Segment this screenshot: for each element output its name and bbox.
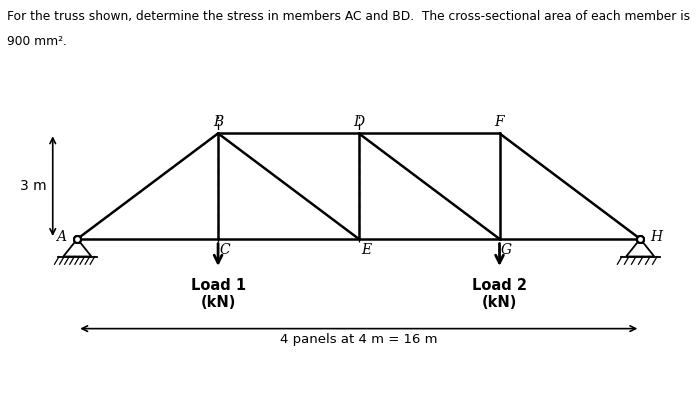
Text: G: G xyxy=(501,243,512,257)
Text: B: B xyxy=(213,115,223,129)
Text: D: D xyxy=(354,115,365,129)
Text: 4 panels at 4 m = 16 m: 4 panels at 4 m = 16 m xyxy=(280,333,438,346)
Text: C: C xyxy=(220,243,230,257)
Text: Load 1
(kN): Load 1 (kN) xyxy=(190,278,246,310)
Text: F: F xyxy=(495,115,504,129)
Text: Load 2
(kN): Load 2 (kN) xyxy=(472,278,527,310)
Text: A: A xyxy=(57,230,66,244)
Text: 3 m: 3 m xyxy=(20,179,47,193)
Text: 900 mm².: 900 mm². xyxy=(7,35,67,48)
Text: For the truss shown, determine the stress in members AC and BD.  The cross-secti: For the truss shown, determine the stres… xyxy=(7,10,690,23)
Text: E: E xyxy=(360,243,371,257)
Text: H: H xyxy=(650,230,662,244)
